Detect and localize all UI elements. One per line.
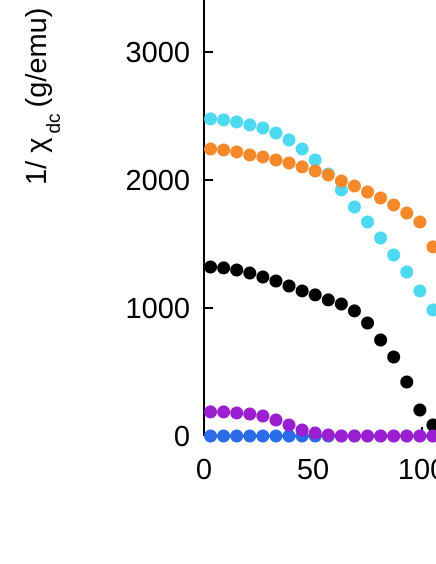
data-point xyxy=(204,260,218,274)
data-point xyxy=(426,429,436,443)
data-point xyxy=(256,409,270,423)
data-point xyxy=(217,113,231,127)
data-point xyxy=(204,405,218,419)
data-point xyxy=(243,148,257,162)
data-point xyxy=(361,316,375,330)
data-point xyxy=(230,115,244,129)
data-point xyxy=(400,265,414,279)
data-point xyxy=(256,150,270,164)
y-axis-label: 1/ χ dc (g/emu) xyxy=(21,8,65,185)
data-point xyxy=(413,284,427,298)
data-point xyxy=(347,179,361,193)
data-point xyxy=(243,407,257,421)
data-point xyxy=(347,429,361,443)
y-tick-label: 1000 xyxy=(125,293,190,325)
data-point xyxy=(269,126,283,140)
data-point xyxy=(334,297,348,311)
data-point xyxy=(387,198,401,212)
data-point xyxy=(361,429,375,443)
data-point xyxy=(347,200,361,214)
data-point xyxy=(282,279,296,293)
data-point xyxy=(374,429,388,443)
x-tick-label: 0 xyxy=(196,454,212,486)
x-tick-label: 100 xyxy=(398,454,436,486)
data-point xyxy=(282,156,296,170)
data-point xyxy=(426,418,436,432)
data-point xyxy=(269,429,283,443)
data-point xyxy=(413,215,427,229)
data-point xyxy=(230,145,244,159)
data-point xyxy=(217,143,231,157)
y-tick-label: 3000 xyxy=(125,37,190,69)
data-point xyxy=(334,174,348,188)
data-point xyxy=(321,428,335,442)
data-point xyxy=(243,266,257,280)
data-point xyxy=(269,274,283,288)
data-point xyxy=(387,248,401,262)
data-point xyxy=(243,429,257,443)
data-point xyxy=(400,206,414,220)
data-point xyxy=(295,142,309,156)
data-point xyxy=(387,350,401,364)
data-point xyxy=(269,413,283,427)
data-point xyxy=(334,183,348,197)
data-point xyxy=(400,375,414,389)
data-point xyxy=(374,231,388,245)
y-label-sub: dc xyxy=(44,113,65,133)
data-point xyxy=(269,153,283,167)
data-point xyxy=(217,429,231,443)
x-tick-label: 50 xyxy=(297,454,329,486)
data-point xyxy=(308,288,322,302)
data-point xyxy=(413,429,427,443)
data-point xyxy=(347,304,361,318)
data-point xyxy=(282,133,296,147)
data-point xyxy=(426,303,436,317)
data-point xyxy=(295,423,309,437)
data-point xyxy=(374,333,388,347)
y-label-unit: (g/emu) xyxy=(21,8,53,108)
data-point xyxy=(256,270,270,284)
data-point xyxy=(243,118,257,132)
y-tick-label: 0 xyxy=(174,421,190,453)
data-point xyxy=(308,426,322,440)
data-point xyxy=(400,429,414,443)
data-point xyxy=(308,153,322,167)
data-point xyxy=(282,429,296,443)
data-point xyxy=(295,284,309,298)
data-point xyxy=(230,263,244,277)
data-point xyxy=(204,112,218,126)
data-point xyxy=(230,429,244,443)
data-point xyxy=(217,261,231,275)
data-point xyxy=(334,429,348,443)
data-point xyxy=(361,215,375,229)
data-point xyxy=(256,429,270,443)
data-point xyxy=(321,168,335,182)
data-point xyxy=(204,142,218,156)
data-point xyxy=(295,160,309,174)
data-point xyxy=(374,191,388,205)
data-point xyxy=(282,418,296,432)
data-point xyxy=(413,403,427,417)
data-point xyxy=(321,293,335,307)
data-point xyxy=(387,429,401,443)
y-tick-label: 2000 xyxy=(125,165,190,197)
data-point xyxy=(204,429,218,443)
y-label-main: 1/ χ xyxy=(21,138,53,185)
data-point xyxy=(217,405,231,419)
data-point xyxy=(308,164,322,178)
data-point xyxy=(361,185,375,199)
data-point xyxy=(256,121,270,135)
data-point xyxy=(426,240,436,254)
data-point xyxy=(230,406,244,420)
